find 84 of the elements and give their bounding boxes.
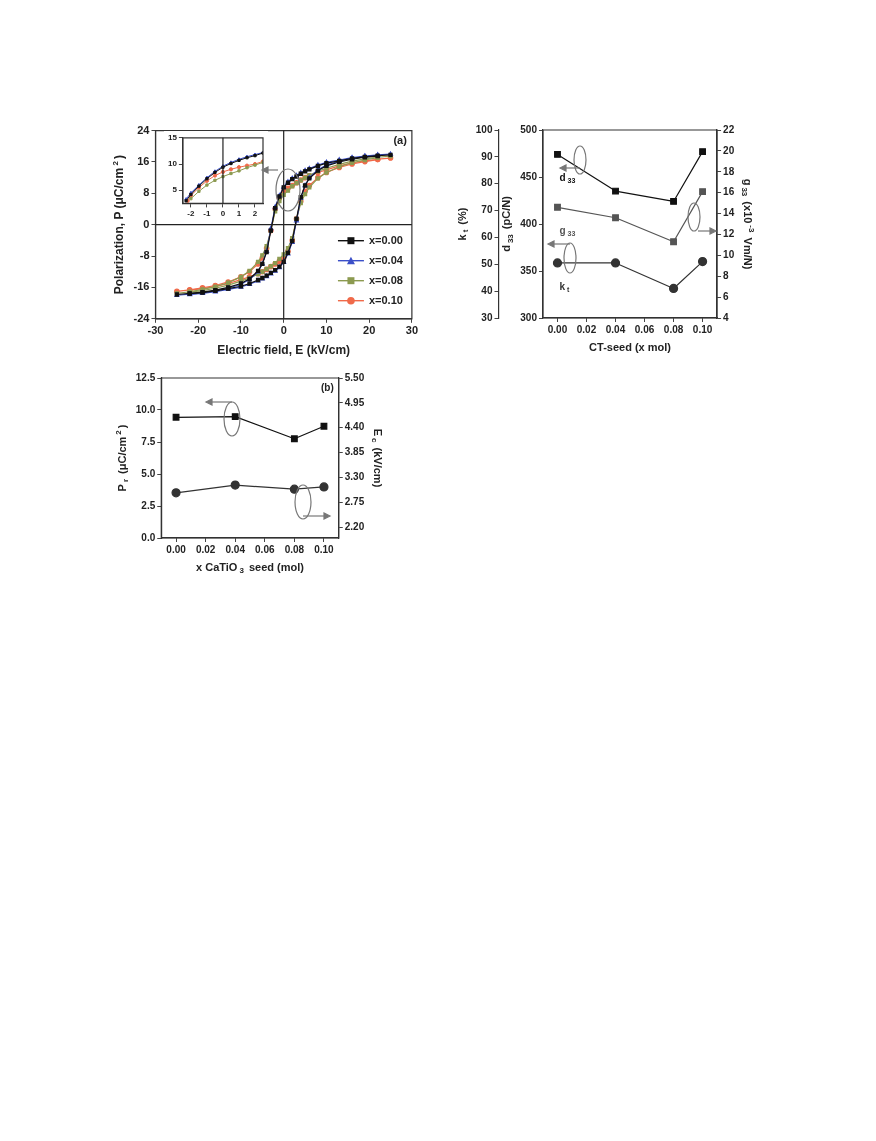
y3-tick-label: 90 — [481, 150, 493, 162]
y3-tick-label: 80 — [481, 177, 493, 189]
x-tick-label: 0.06 — [255, 543, 275, 555]
annotation: (a) — [393, 133, 408, 146]
y2-tick-label: 18 — [723, 165, 735, 177]
legend-label: x=0.10 — [368, 293, 403, 306]
x-tick-label: 10 — [320, 324, 333, 337]
y-tick-label: -16 — [133, 280, 150, 293]
y3-axis-title: kt (%) — [455, 207, 471, 241]
y-axis-title: Polarization, P (μC/cm2) — [110, 155, 126, 295]
y-tick-label: 5.0 — [141, 467, 156, 479]
x-tick-label: 0.02 — [195, 543, 216, 555]
x-tick-label: 0.10 — [692, 323, 713, 335]
y2-tick-label: 4.40 — [344, 421, 365, 433]
y2-tick-label: 5.50 — [344, 371, 365, 383]
x-tick-label: -2 — [187, 209, 196, 219]
x-tick-label: 0.06 — [634, 323, 655, 335]
x-tick-label: 0.00 — [166, 543, 187, 555]
y2-tick-label: 10 — [723, 249, 735, 261]
y2-tick-label: 20 — [723, 144, 735, 156]
y3-tick-label: 50 — [481, 258, 493, 270]
x-tick-label: 0.08 — [663, 323, 684, 335]
y-tick-label: 16 — [137, 155, 150, 167]
y2-tick-label: 12 — [723, 228, 735, 240]
y-tick-label: 300 — [520, 311, 538, 323]
y2-tick-label: 4 — [723, 311, 730, 323]
y3-tick-label: 100 — [475, 123, 493, 135]
y2-tick-label: 4.95 — [344, 396, 365, 408]
x-tick-label: -10 — [233, 324, 249, 337]
y2-tick-label: 2.75 — [344, 496, 365, 508]
y-axis-title: d33 (pC/N) — [500, 195, 515, 252]
y2-tick-label: 2.20 — [344, 520, 365, 532]
y3-tick-label: 40 — [481, 284, 493, 296]
y-tick-label: 400 — [520, 217, 538, 229]
y2-tick-label: 8 — [723, 269, 730, 281]
y-tick-label: 12.5 — [135, 371, 156, 383]
x-tick-label: 1 — [236, 209, 242, 219]
x-tick-label: 0.10 — [314, 543, 335, 555]
y-tick-label: -24 — [133, 311, 151, 324]
y-tick-label: 0.0 — [141, 531, 156, 543]
y-tick-label: 2.5 — [141, 499, 156, 511]
y3-tick-label: 60 — [481, 231, 493, 243]
y-tick-label: 0 — [143, 217, 150, 230]
y-tick-label: 8 — [143, 186, 150, 199]
x-tick-label: 0.02 — [576, 323, 597, 335]
x-tick-label: 0 — [280, 324, 287, 337]
y3-tick-label: 30 — [481, 311, 493, 323]
legend-label: x=0.04 — [368, 253, 404, 266]
x-tick-label: 0.04 — [605, 323, 626, 335]
y-tick-label: 450 — [520, 170, 538, 182]
y3-tick-label: 70 — [481, 204, 493, 216]
x-tick-label: -1 — [203, 209, 212, 219]
x-tick-label: -20 — [190, 324, 207, 337]
x-tick-label: 0.08 — [284, 543, 305, 555]
x-tick-label: 20 — [363, 324, 376, 337]
y-tick-label: 10.0 — [135, 403, 156, 415]
y2-axis-title: g33 (x10-3 Vm/N) — [739, 178, 756, 270]
y-tick-label: 15 — [167, 133, 178, 142]
x-tick-label: 30 — [405, 324, 419, 337]
x-axis-title: Electric field, E (kV/cm) — [217, 343, 351, 358]
y-tick-label: 7.5 — [141, 435, 156, 447]
x-axis-title: CT-seed (x mol) — [589, 340, 672, 353]
y2-tick-label: 22 — [723, 123, 735, 135]
y2-tick-label: 14 — [723, 207, 735, 219]
y2-tick-label: 3.30 — [344, 471, 365, 483]
x-tick-label: 2 — [252, 209, 258, 219]
annotation: (b) — [320, 381, 334, 393]
y-axis-title: Pr (μC/cm2) — [114, 424, 131, 492]
legend-label: x=0.08 — [368, 273, 403, 286]
y2-tick-label: 6 — [723, 290, 730, 302]
y-tick-label: -8 — [139, 249, 150, 262]
y2-axis-title: Ec (kV/cm) — [369, 428, 385, 488]
y-tick-label: 5 — [172, 185, 178, 195]
y2-tick-label: 3.85 — [344, 446, 365, 458]
y-tick-label: 10 — [167, 159, 178, 169]
y2-tick-label: 16 — [723, 186, 735, 198]
x-tick-label: -30 — [147, 324, 164, 337]
y-tick-label: 350 — [520, 264, 538, 276]
y-tick-label: 24 — [137, 123, 151, 136]
x-tick-label: 0 — [220, 209, 226, 219]
x-tick-label: 0.04 — [225, 543, 246, 555]
x-tick-label: 0.00 — [547, 323, 568, 335]
y-tick-label: 500 — [520, 123, 538, 135]
legend-label: x=0.00 — [368, 233, 403, 246]
